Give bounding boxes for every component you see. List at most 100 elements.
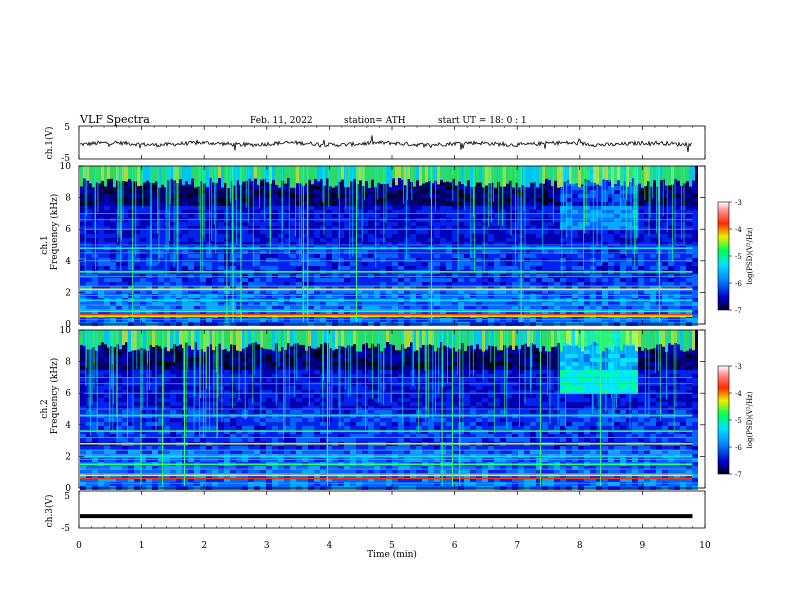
spectrogram-cell (626, 222, 632, 226)
spectrogram-cell (98, 198, 104, 202)
spectrogram-cell (482, 210, 488, 214)
spectrogram-cell (266, 242, 272, 246)
spectrogram-cell (194, 226, 200, 230)
spectrogram-cell (608, 222, 614, 226)
spectrogram-cell (662, 274, 668, 278)
spectrogram-cell (482, 230, 488, 234)
spectrogram-cell (272, 186, 278, 190)
spectrogram-cell (278, 194, 284, 198)
spectrogram-cell (506, 290, 512, 294)
spectrogram-cell (446, 290, 452, 294)
spectrogram-cell (350, 266, 356, 270)
spectrogram-cell (662, 250, 668, 254)
spectrogram-cell (512, 234, 518, 238)
spectrogram-cell (314, 302, 320, 306)
spectrogram-cell (416, 274, 422, 278)
spectrogram-cell (626, 318, 632, 322)
spectrogram-cell (380, 198, 386, 202)
spectrogram-cell (296, 214, 302, 218)
spectrogram-cell (410, 226, 416, 230)
spectrogram-cell (86, 210, 92, 214)
spectrogram-cell (422, 214, 428, 218)
spectrogram-cell (512, 254, 518, 258)
spectrogram-cell (260, 302, 266, 306)
spectrogram-cell (584, 286, 590, 290)
spectrogram-cell (368, 230, 374, 234)
y-tick-label: 4 (65, 257, 71, 267)
spectrogram-cell (416, 282, 422, 286)
spectrogram-cell (338, 290, 344, 294)
spectrogram-cell (266, 250, 272, 254)
spectrogram-cell (302, 222, 308, 226)
spectrogram-noise (629, 166, 632, 182)
spectrogram-cell (242, 226, 248, 230)
spectrogram-cell (524, 274, 530, 278)
spectrogram-noise (275, 166, 278, 185)
spectrogram-cell (110, 250, 116, 254)
spectrogram-cell (566, 182, 572, 186)
spectrogram-cell (392, 286, 398, 290)
spectrogram-cell (500, 242, 506, 246)
spectrogram-cell (314, 226, 320, 230)
spectrogram-cell (236, 206, 242, 210)
spectrogram-cell (434, 274, 440, 278)
spectrogram-cell (536, 226, 542, 230)
spectrogram-cell (458, 210, 464, 214)
spectrogram-cell (452, 222, 458, 226)
spectrogram-cell (92, 294, 98, 298)
spectrogram-cell (344, 282, 350, 286)
spectrogram-cell (140, 290, 146, 294)
spectrogram-cell (326, 226, 332, 230)
spectrogram-cell (584, 306, 590, 310)
spectrogram-cell (416, 214, 422, 218)
spectrogram-cell (332, 210, 338, 214)
spectrogram-cell (548, 226, 554, 230)
spectrogram-cell (620, 258, 626, 262)
spectrogram-noise (299, 166, 302, 184)
spectrogram-cell (248, 306, 254, 310)
spectrogram-cell (104, 306, 110, 310)
spectrogram-cell (110, 226, 116, 230)
spectrogram-cell (572, 186, 578, 190)
spectrogram-cell (494, 198, 500, 202)
spectrogram-noise (596, 166, 599, 185)
spectrogram-cell (416, 242, 422, 246)
spectrogram-cell (146, 226, 152, 230)
spectrogram-cell (470, 234, 476, 238)
spectrogram-cell (668, 250, 674, 254)
spectrogram-cell (260, 206, 266, 210)
spectrogram-cell (230, 346, 236, 350)
spectrogram-cell (422, 250, 428, 254)
spectrogram-cell (422, 262, 428, 266)
spectrogram-cell (170, 318, 176, 322)
spectrogram-cell (692, 266, 698, 270)
spectrogram-cell (458, 318, 464, 322)
spectrogram-cell (278, 302, 284, 306)
spectrogram-cell (602, 286, 608, 290)
spectrogram-cell (176, 210, 182, 214)
spectrogram-cell (548, 258, 554, 262)
spectrogram-cell (686, 238, 692, 242)
spectrogram-cell (134, 214, 140, 218)
spectrogram-cell (482, 318, 488, 322)
spectrogram-cell (536, 258, 542, 262)
spectrogram-cell (566, 198, 572, 202)
spectrogram-cell (254, 190, 260, 194)
spectrogram-cell (278, 274, 284, 278)
spectrogram-cell (314, 290, 320, 294)
spectrogram-cell (314, 258, 320, 262)
spectrogram-cell (272, 262, 278, 266)
spectrogram-cell (434, 266, 440, 270)
spectrogram-cell (296, 198, 302, 202)
spectrogram-cell (662, 278, 668, 282)
spectrogram-cell (122, 226, 128, 230)
spectrogram-cell (122, 254, 128, 258)
spectrogram-cell (158, 290, 164, 294)
spectrogram-noise (437, 166, 440, 185)
spectrogram-cell (146, 250, 152, 254)
spectrogram-cell (686, 242, 692, 246)
spectrogram-cell (194, 190, 200, 194)
spectrogram-cell (440, 290, 446, 294)
spectrogram-cell (200, 190, 206, 194)
spectrogram-cell (338, 346, 344, 350)
